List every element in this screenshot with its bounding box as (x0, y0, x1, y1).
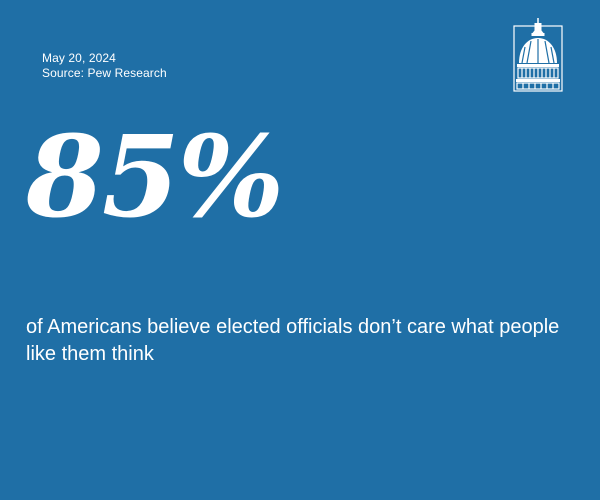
headline-statistic: 85% (26, 112, 284, 243)
statistic-caption: of Americans believe elected officials d… (26, 316, 560, 365)
source-credit: Source: Pew Research (42, 66, 167, 80)
meta-info: May 20, 2024 Source: Pew Research (42, 51, 167, 81)
publish-date: May 20, 2024 (42, 51, 116, 65)
capitol-dome-logo-icon (513, 17, 563, 92)
